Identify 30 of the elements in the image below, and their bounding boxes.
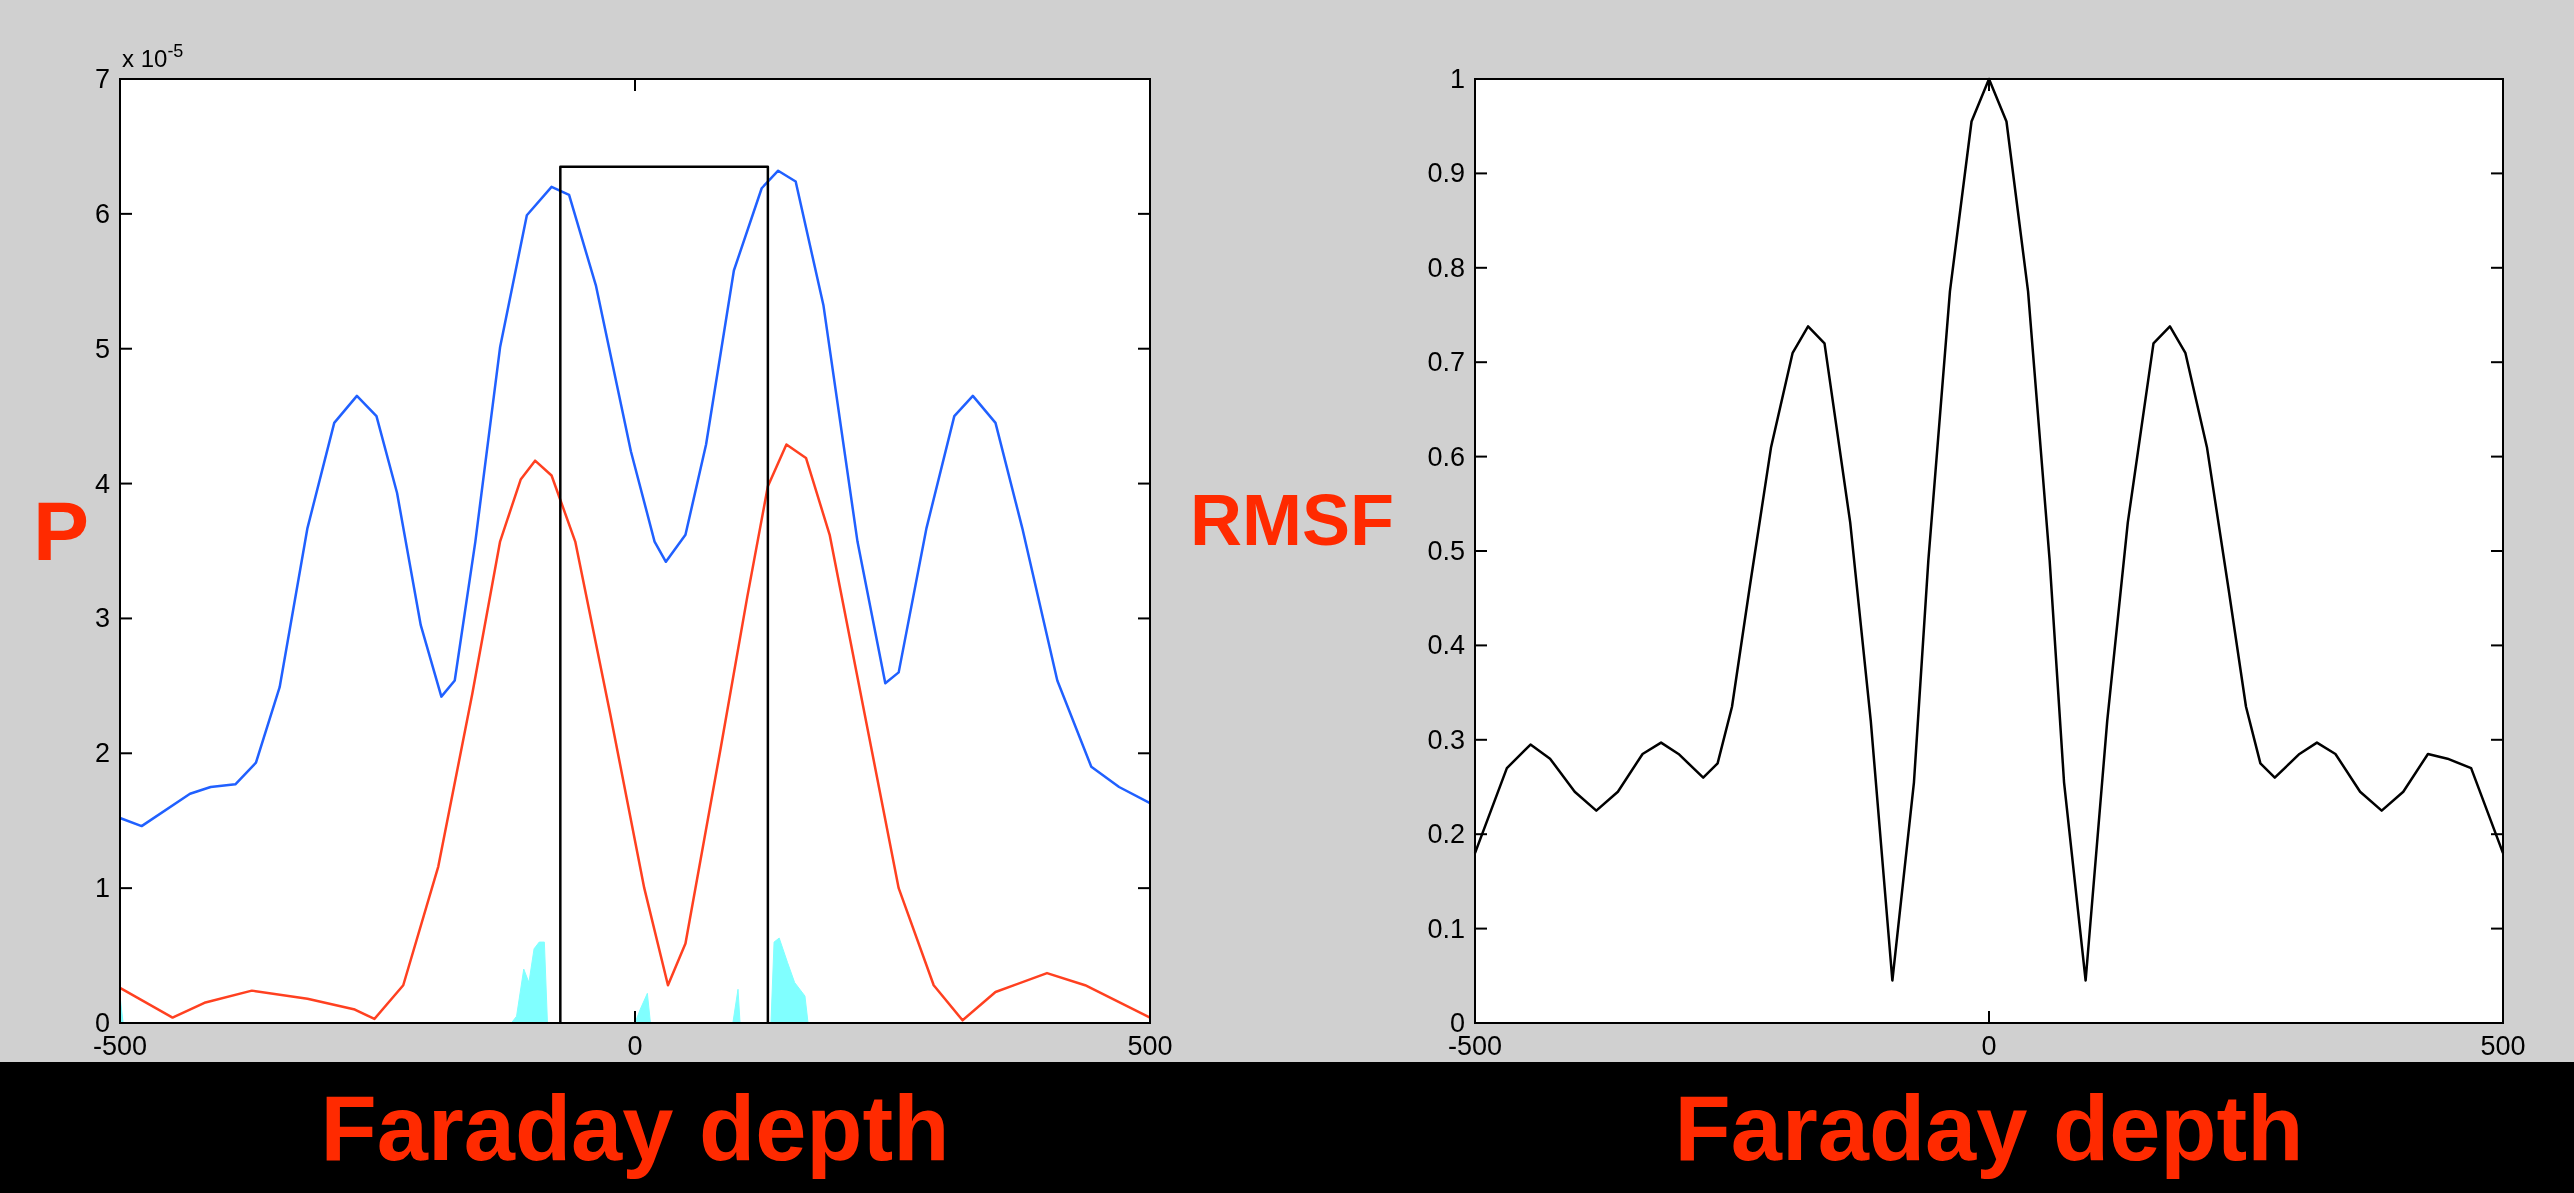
- x-tick-label: 500: [1127, 1031, 1173, 1061]
- x-tick-label: 0: [627, 1031, 643, 1061]
- y-tick-label: 1: [94, 873, 110, 904]
- x-tick-label: 0: [1981, 1031, 1997, 1061]
- x-axis-title: Faraday depth: [1674, 1077, 2304, 1179]
- x-axis-title: Faraday depth: [320, 1077, 950, 1179]
- y-tick-label: 7: [94, 64, 110, 94]
- y-tick-label: 0.4: [1427, 630, 1465, 661]
- y-tick-label: 0.5: [1427, 536, 1465, 566]
- y-tick-label: 0.8: [1427, 252, 1465, 283]
- y-tick-label: 6: [94, 198, 110, 229]
- y-tick-label: 1: [1449, 64, 1465, 94]
- line-series: [118, 443, 1152, 1022]
- text: x 10$^{-5}$: [122, 41, 184, 72]
- y-tick-label: 2: [94, 738, 110, 769]
- x-tick-label: 500: [2480, 1031, 2526, 1061]
- y-tick-label: 0.9: [1427, 158, 1465, 189]
- y-tick-label: 0.7: [1427, 347, 1465, 378]
- y-tick-label: 0.3: [1427, 724, 1465, 755]
- y-tick-label: 4: [94, 468, 110, 499]
- y-axis-title: RMSF: [1190, 480, 1394, 560]
- x-tick-label: -500: [92, 1031, 148, 1061]
- y-tick-label: 0.1: [1427, 913, 1465, 944]
- y-tick-label: 5: [94, 333, 110, 364]
- y-tick-label: 0.6: [1427, 441, 1465, 472]
- x-tick-label: -500: [1447, 1031, 1503, 1061]
- y-tick-label: 3: [94, 603, 110, 634]
- y-tick-label: 0.2: [1427, 819, 1465, 850]
- y-axis-title: P: [32, 484, 90, 578]
- line-series: [118, 169, 1152, 828]
